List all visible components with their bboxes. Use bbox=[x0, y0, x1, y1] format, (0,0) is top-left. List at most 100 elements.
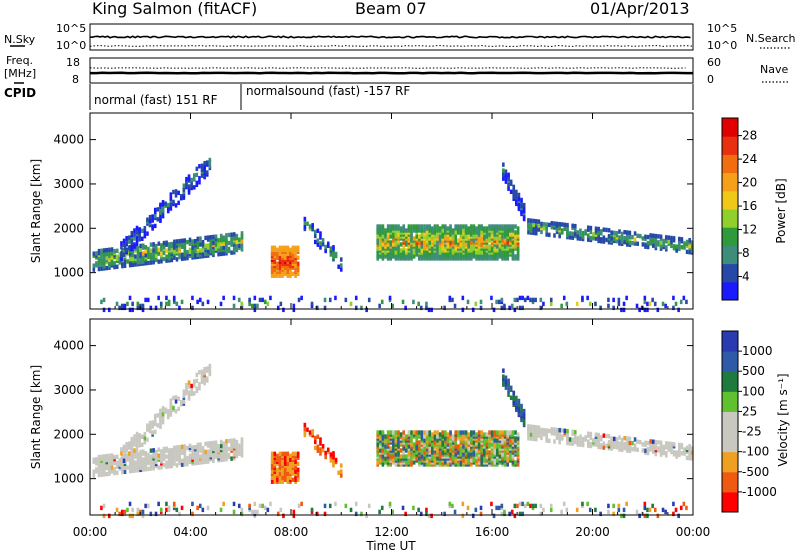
velocity-cell bbox=[512, 391, 515, 395]
velocity-cell bbox=[612, 504, 615, 508]
velocity-cell bbox=[368, 504, 371, 508]
velocity-cell bbox=[306, 428, 309, 432]
velocity-cell bbox=[378, 510, 381, 514]
velocity-cell bbox=[311, 508, 314, 512]
velocity-cell bbox=[163, 447, 166, 451]
power-cell bbox=[540, 298, 543, 302]
power-cell bbox=[170, 202, 173, 206]
power-cell bbox=[116, 249, 119, 253]
power-cell bbox=[590, 226, 593, 230]
velocity-cell bbox=[131, 437, 134, 441]
power-cell bbox=[478, 230, 481, 234]
power-cell bbox=[175, 203, 178, 207]
velocity-cell bbox=[685, 506, 688, 510]
power-cell bbox=[523, 209, 526, 213]
power-cell bbox=[201, 167, 204, 171]
power-cell bbox=[136, 226, 139, 230]
velocity-cell bbox=[340, 463, 343, 467]
velocity-cell bbox=[184, 458, 187, 462]
power-cell bbox=[145, 245, 148, 249]
power-cell bbox=[297, 268, 300, 272]
velocity-cell bbox=[199, 454, 202, 458]
power-cell bbox=[319, 241, 322, 245]
velocity-cell bbox=[160, 508, 163, 512]
power-cell bbox=[447, 226, 450, 230]
velocity-cell bbox=[144, 440, 147, 444]
velocity-cell bbox=[397, 438, 400, 442]
velocity-cell bbox=[512, 454, 515, 458]
velocity-cell bbox=[217, 444, 220, 448]
power-cell bbox=[662, 239, 665, 243]
velocity-cell bbox=[566, 429, 569, 433]
power-cell bbox=[558, 234, 561, 238]
power-cell bbox=[543, 222, 546, 226]
power-cell bbox=[686, 250, 689, 254]
velocity-cell bbox=[147, 504, 150, 508]
velocity-cell bbox=[293, 510, 296, 514]
velocity-cell bbox=[441, 434, 444, 438]
power-cell bbox=[212, 235, 215, 239]
colorbar-segment bbox=[722, 245, 738, 264]
power-cell bbox=[545, 222, 548, 226]
power-cell bbox=[454, 246, 457, 250]
power-cell bbox=[608, 234, 611, 238]
power-cell bbox=[113, 249, 116, 253]
power-cell bbox=[241, 239, 244, 243]
velocity-cell bbox=[610, 442, 613, 446]
velocity-cell bbox=[220, 454, 223, 458]
nave-tick-top: 60 bbox=[707, 56, 721, 69]
power-cell bbox=[98, 263, 101, 267]
power-cell bbox=[289, 248, 292, 252]
velocity-cell bbox=[184, 444, 187, 448]
velocity-cell bbox=[327, 448, 330, 452]
power-cell bbox=[210, 235, 213, 239]
velocity-cell bbox=[478, 430, 481, 434]
velocity-cell bbox=[304, 427, 307, 431]
power-cell bbox=[582, 235, 585, 239]
power-cell bbox=[384, 228, 387, 232]
power-cell bbox=[467, 254, 470, 258]
power-cell bbox=[93, 252, 96, 256]
power-cell bbox=[620, 308, 623, 312]
power-cell bbox=[158, 241, 161, 245]
power-cell bbox=[204, 244, 207, 248]
velocity-cell bbox=[493, 514, 496, 518]
velocity-cell bbox=[498, 506, 501, 510]
power-cell bbox=[454, 238, 457, 242]
velocity-cell bbox=[415, 430, 418, 434]
power-cell bbox=[402, 244, 405, 248]
velocity-cell bbox=[186, 456, 189, 460]
velocity-cell bbox=[202, 454, 205, 458]
nsearch-tick-bottom: 10^0 bbox=[707, 39, 737, 52]
velocity-cell bbox=[688, 444, 691, 448]
power-cell bbox=[225, 237, 228, 241]
velocity-cell bbox=[124, 470, 127, 474]
velocity-cell bbox=[215, 452, 218, 456]
power-cell bbox=[106, 266, 109, 270]
velocity-cell bbox=[545, 434, 548, 438]
colorbar-tick-label: -25 bbox=[742, 425, 762, 439]
velocity-cell bbox=[538, 433, 541, 437]
power-cell bbox=[170, 192, 173, 196]
cpid-label: CPID bbox=[4, 86, 36, 100]
power-cell bbox=[198, 176, 201, 180]
power-cell bbox=[652, 244, 655, 248]
power-cell bbox=[165, 258, 168, 262]
velocity-cell bbox=[651, 504, 654, 508]
power-cell bbox=[238, 298, 241, 302]
colorbar-tick-label: -100 bbox=[742, 445, 769, 459]
power-cell bbox=[340, 263, 343, 267]
velocity-cell bbox=[467, 446, 470, 450]
power-cell bbox=[206, 160, 209, 164]
power-cell bbox=[207, 300, 210, 304]
power-cell bbox=[623, 240, 626, 244]
velocity-cell bbox=[165, 460, 168, 464]
velocity-cell bbox=[496, 430, 499, 434]
velocity-cell bbox=[189, 454, 192, 458]
power-cell bbox=[123, 239, 126, 243]
power-cell bbox=[452, 248, 455, 252]
velocity-cell bbox=[587, 432, 590, 436]
power-cell bbox=[428, 240, 431, 244]
velocity-cell bbox=[467, 460, 470, 464]
velocity-cell bbox=[457, 444, 460, 448]
